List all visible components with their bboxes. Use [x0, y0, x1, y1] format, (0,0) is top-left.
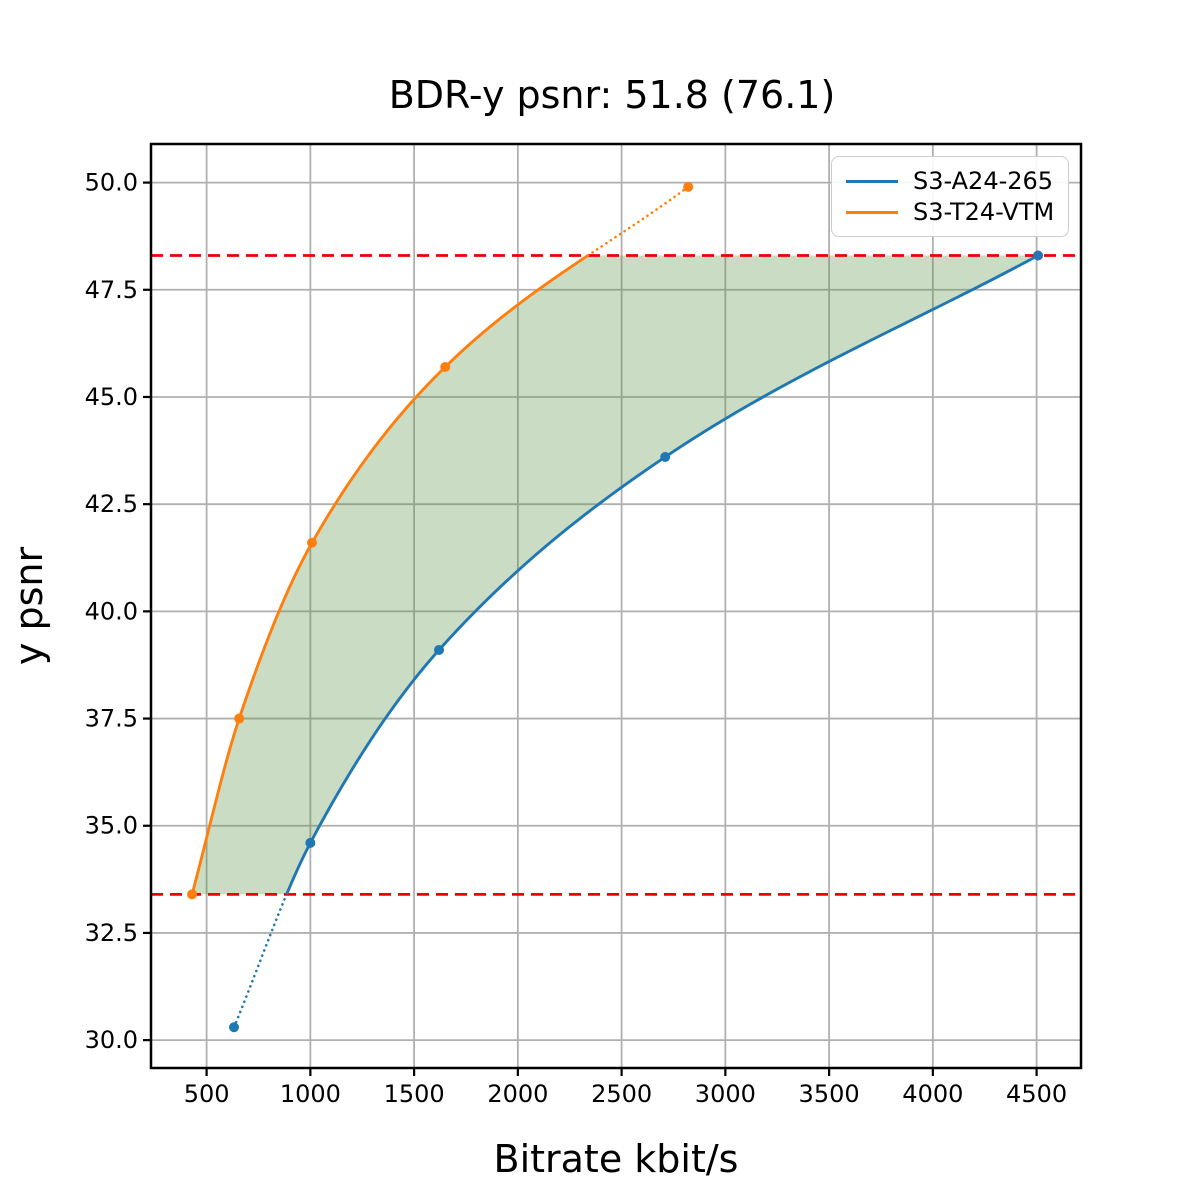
y-tick-label: 30.0: [85, 1026, 138, 1054]
legend-item-s3-a24-265: S3-A24-265: [846, 169, 1054, 193]
x-tick-label: 1000: [280, 1080, 341, 1108]
overlap-boundary-lines: [151, 254, 1081, 896]
data-point-s3-t24-vtm: [187, 889, 198, 900]
data-point-s3-a24-265: [660, 452, 671, 463]
plot-border: [149, 142, 1083, 1070]
curve-solid-s3-t24-vtm: [190, 254, 589, 895]
legend-label-s3-t24-vtm: S3-T24-VTM: [913, 198, 1055, 226]
data-point-s3-a24-265: [305, 837, 316, 848]
x-tick-label: 4500: [1006, 1080, 1067, 1108]
data-point-s3-a24-265: [1033, 250, 1044, 261]
legend-line-swatch-s3-t24-vtm: [846, 210, 898, 214]
legend: S3-A24-265 S3-T24-VTM: [831, 156, 1069, 237]
x-tick-label: 2000: [487, 1080, 548, 1108]
series-curves: [187, 181, 1044, 1033]
y-tick-label: 37.5: [85, 705, 138, 733]
axes-frame: [149, 142, 1083, 1070]
y-tick-label: 47.5: [85, 276, 138, 304]
y-tick-label: 50.0: [85, 169, 138, 197]
curve-dotted-s3-t24-vtm: [586, 185, 690, 257]
bd-overlap-area: [192, 255, 1039, 895]
x-tick-label: 4000: [902, 1080, 963, 1108]
curve-dotted-s3-a24-265: [232, 893, 288, 1029]
y-tick-label: 35.0: [85, 812, 138, 840]
data-point-s3-a24-265: [434, 644, 445, 655]
legend-item-s3-t24-vtm: S3-T24-VTM: [846, 200, 1054, 224]
legend-label-s3-a24-265: S3-A24-265: [913, 167, 1054, 195]
x-tick-label: 3500: [799, 1080, 860, 1108]
x-tick-label: 3000: [695, 1080, 756, 1108]
x-tick-label: 2500: [591, 1080, 652, 1108]
y-tick-label: 42.5: [85, 490, 138, 518]
data-point-s3-t24-vtm: [683, 181, 694, 192]
x-tick-label: 500: [184, 1080, 230, 1108]
data-point-s3-a24-265: [228, 1022, 239, 1033]
y-tick-label: 40.0: [85, 597, 138, 625]
y-tick-label: 32.5: [85, 919, 138, 947]
y-axis-label: y psnr: [7, 547, 51, 666]
gridlines: [151, 144, 1081, 1068]
x-tick-label: 1500: [384, 1080, 445, 1108]
data-point-s3-t24-vtm: [440, 361, 451, 372]
data-point-s3-t24-vtm: [307, 537, 318, 548]
overlap-shaded-region: [192, 255, 1039, 895]
chart-title: BDR-y psnr: 51.8 (76.1): [389, 73, 836, 117]
data-point-s3-t24-vtm: [234, 713, 245, 724]
tick-labels: 500 1000 1500 2000 2500 3000 3500 4000 4500 30.0 3…: [85, 169, 1068, 1108]
legend-line-swatch-s3-a24-265: [846, 179, 898, 183]
x-axis-label: Bitrate kbit/s: [494, 1137, 739, 1181]
y-tick-label: 45.0: [85, 383, 138, 411]
